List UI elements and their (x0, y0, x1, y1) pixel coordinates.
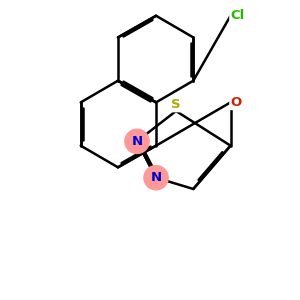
Text: O: O (230, 96, 242, 109)
Text: Cl: Cl (230, 9, 245, 22)
Text: N: N (151, 171, 162, 184)
Circle shape (144, 166, 168, 190)
Text: S: S (171, 98, 181, 111)
Text: N: N (131, 135, 142, 148)
Circle shape (125, 129, 149, 154)
